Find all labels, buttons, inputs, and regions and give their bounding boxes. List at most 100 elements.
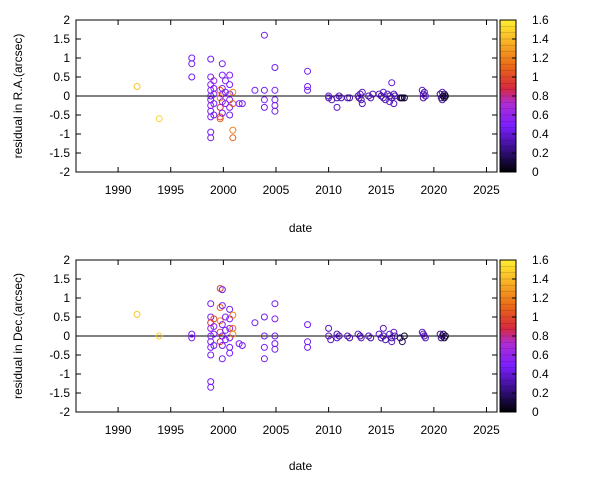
- x-tick-label: 1995: [157, 183, 184, 197]
- data-point: [358, 100, 366, 108]
- colorbar-tick-label: 1.2: [532, 291, 549, 305]
- data-point: [333, 94, 341, 102]
- data-point: [260, 103, 268, 111]
- data-point: [221, 336, 229, 344]
- x-tick-label: 1990: [105, 183, 132, 197]
- data-point: [260, 86, 268, 94]
- data-point: [251, 86, 259, 94]
- data-point: [260, 355, 268, 363]
- data-point: [260, 343, 268, 351]
- data-point: [188, 334, 196, 342]
- data-point: [216, 103, 224, 111]
- data-point: [218, 342, 226, 349]
- data-point: [367, 334, 375, 342]
- y-tick-label: 1.5: [53, 272, 70, 286]
- colorbar-tick-label: 1.2: [532, 51, 549, 65]
- data-point: [396, 334, 404, 342]
- colorbar-tick-label: 1.6: [532, 13, 549, 27]
- data-point: [379, 88, 387, 96]
- data-point: [388, 79, 396, 87]
- data-point: [260, 332, 268, 340]
- data-point: [216, 113, 224, 121]
- data-point: [335, 332, 343, 340]
- data-point: [229, 88, 237, 96]
- y-axis-label: residual in R.A.(arcsec): [11, 34, 25, 159]
- data-point: [400, 94, 408, 102]
- colorbar-tick-label: 0.8: [532, 89, 549, 103]
- x-tick-label: 1990: [105, 423, 132, 437]
- data-point: [271, 345, 279, 353]
- data-point: [210, 77, 218, 85]
- x-tick-label: 2015: [368, 423, 395, 437]
- data-point: [226, 349, 234, 357]
- data-point: [335, 92, 343, 100]
- data-point: [271, 107, 279, 115]
- x-tick-label: 2015: [368, 183, 395, 197]
- data-point: [379, 324, 387, 332]
- data-point: [226, 343, 234, 351]
- y-tick-label: 1: [63, 291, 70, 305]
- colorbar-tick-label: 1.4: [532, 272, 549, 286]
- colorbar-tick-label: 0.4: [532, 367, 549, 381]
- colorbar-tick-label: 1: [532, 70, 539, 84]
- data-point: [325, 324, 333, 332]
- ra-residual-plot: 2 1.5 1 0.5 0 -0.5 -1 -1.5 -2 1990 1995 2000 2005 201…: [11, 13, 549, 235]
- data-point: [133, 83, 141, 90]
- data-point: [238, 100, 246, 108]
- y-tick-label: 2: [63, 13, 70, 27]
- data-point: [346, 334, 354, 342]
- data-point: [400, 332, 408, 340]
- data-point: [377, 92, 385, 100]
- data-point: [390, 328, 398, 336]
- data-point: [327, 336, 335, 344]
- data-point: [221, 100, 229, 108]
- data-point: [218, 60, 226, 68]
- data-point: [207, 319, 215, 327]
- data-point: [226, 111, 234, 119]
- data-point: [207, 378, 215, 386]
- data-point: [355, 94, 363, 102]
- x-tick-label: 2000: [210, 423, 237, 437]
- data-point: [207, 134, 215, 142]
- dec-residual-plot: 2 1.5 1 0.5 0 -0.5 -1 -1.5 -2 1990 1995 2000 2005 201…: [11, 253, 549, 473]
- data-point: [333, 330, 341, 338]
- y-tick-label: 1.5: [53, 32, 70, 46]
- data-point: [235, 100, 243, 108]
- data-point: [229, 311, 237, 319]
- data-point: [375, 90, 383, 98]
- y-tick-label: 2: [63, 253, 70, 267]
- data-point: [439, 330, 447, 338]
- y-tick-label: -2: [59, 165, 70, 179]
- data-point: [379, 332, 387, 340]
- data-point: [218, 109, 226, 117]
- data-point: [304, 83, 312, 90]
- data-point: [377, 334, 385, 342]
- data-point: [418, 86, 426, 94]
- x-tick-label: 2000: [210, 183, 237, 197]
- data-point: [226, 305, 234, 313]
- data-point: [229, 134, 237, 142]
- data-point: [226, 324, 234, 332]
- data-point: [421, 334, 429, 342]
- data-point: [344, 94, 352, 102]
- data-point: [218, 302, 226, 310]
- data-point: [304, 321, 312, 329]
- x-tick-label: 2020: [420, 423, 447, 437]
- data-point: [218, 321, 226, 329]
- data-point: [325, 332, 333, 340]
- x-tick-label: 2025: [473, 423, 500, 437]
- data-point: [271, 315, 279, 323]
- data-point: [229, 100, 237, 108]
- data-point: [381, 336, 389, 344]
- data-point: [155, 332, 163, 340]
- data-point: [229, 126, 237, 134]
- data-point: [271, 340, 279, 348]
- data-point: [221, 326, 229, 334]
- data-point: [260, 96, 268, 104]
- data-point: [260, 31, 268, 39]
- colorbar-tick-label: 0.2: [532, 386, 549, 400]
- y-tick-label: -1: [59, 127, 70, 141]
- data-point: [210, 342, 218, 349]
- data-point: [210, 323, 218, 330]
